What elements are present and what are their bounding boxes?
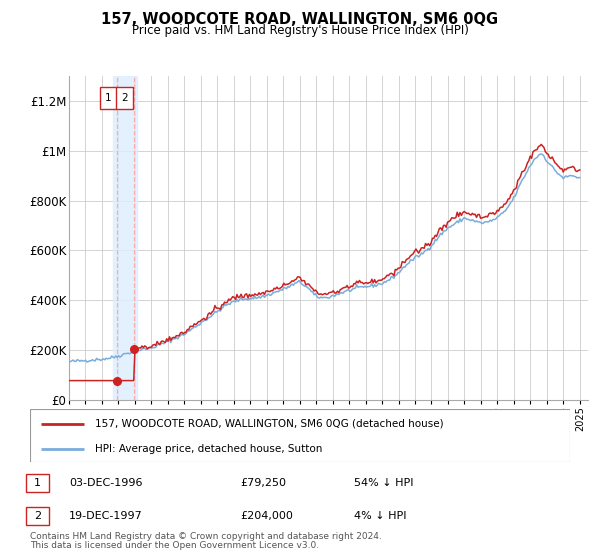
Text: 1: 1 — [34, 478, 41, 488]
FancyBboxPatch shape — [30, 409, 570, 462]
Text: This data is licensed under the Open Government Licence v3.0.: This data is licensed under the Open Gov… — [30, 541, 319, 550]
Text: 03-DEC-1996: 03-DEC-1996 — [69, 478, 143, 488]
Text: 157, WOODCOTE ROAD, WALLINGTON, SM6 0QG: 157, WOODCOTE ROAD, WALLINGTON, SM6 0QG — [101, 12, 499, 27]
Text: £79,250: £79,250 — [240, 478, 286, 488]
Text: 1: 1 — [105, 93, 112, 103]
Bar — [113, 76, 137, 400]
Text: £204,000: £204,000 — [240, 511, 293, 521]
Text: 2: 2 — [34, 511, 41, 521]
Text: Contains HM Land Registry data © Crown copyright and database right 2024.: Contains HM Land Registry data © Crown c… — [30, 532, 382, 541]
Text: HPI: Average price, detached house, Sutton: HPI: Average price, detached house, Sutt… — [95, 444, 322, 454]
Text: 2: 2 — [121, 93, 128, 103]
Text: Price paid vs. HM Land Registry's House Price Index (HPI): Price paid vs. HM Land Registry's House … — [131, 24, 469, 36]
Text: 54% ↓ HPI: 54% ↓ HPI — [354, 478, 413, 488]
Text: 157, WOODCOTE ROAD, WALLINGTON, SM6 0QG (detached house): 157, WOODCOTE ROAD, WALLINGTON, SM6 0QG … — [95, 419, 443, 429]
Bar — [69, 76, 89, 400]
Text: 4% ↓ HPI: 4% ↓ HPI — [354, 511, 407, 521]
Text: 19-DEC-1997: 19-DEC-1997 — [69, 511, 143, 521]
Bar — [575, 76, 588, 400]
